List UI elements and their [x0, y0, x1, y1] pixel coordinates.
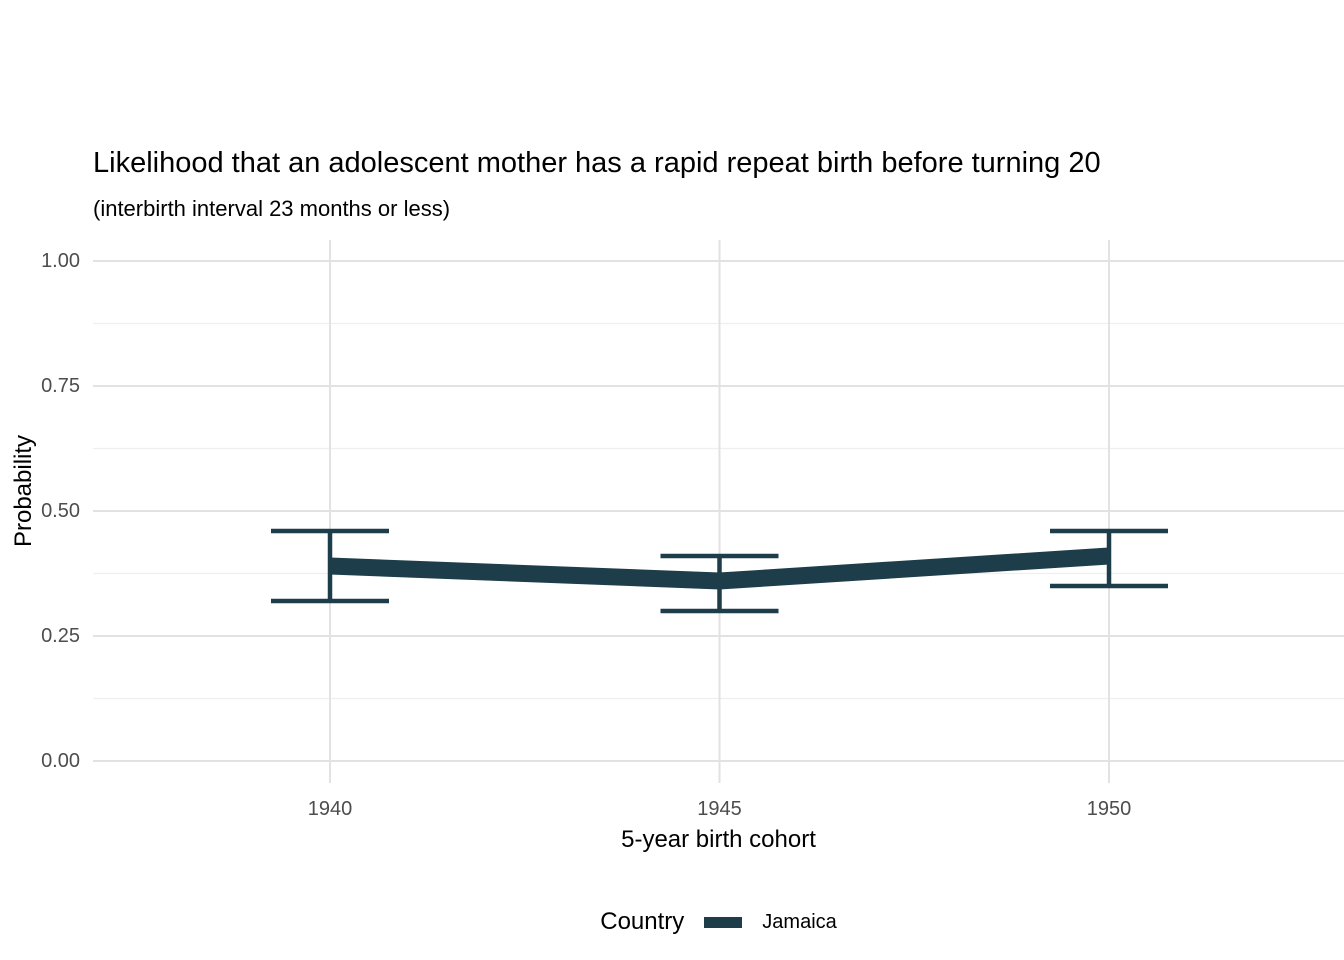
x-tick-label: 1950: [1086, 798, 1132, 820]
legend-title: Country: [600, 908, 685, 935]
x-tick-label: 1945: [697, 798, 742, 820]
y-axis-title: Probability: [10, 434, 37, 548]
legend: Country Jamaica: [93, 905, 1344, 939]
x-tick-label: 1940: [307, 798, 353, 820]
legend-label-jamaica: Jamaica: [762, 910, 837, 933]
chart-title: Likelihood that an adolescent mother has…: [93, 147, 1101, 179]
legend-swatch-line-icon: [704, 916, 743, 928]
y-tick-label: 0.75: [41, 375, 80, 397]
chart-subtitle: (interbirth interval 23 months or less): [93, 196, 451, 221]
y-tick-label: 1.00: [41, 250, 80, 272]
y-tick-label: 0.50: [41, 500, 80, 522]
data-line-jamaica: [329, 547, 1110, 590]
y-tick-label: 0.25: [41, 625, 80, 647]
x-axis-title: 5-year birth cohort: [621, 826, 816, 853]
y-tick-label: 0.00: [41, 750, 80, 772]
